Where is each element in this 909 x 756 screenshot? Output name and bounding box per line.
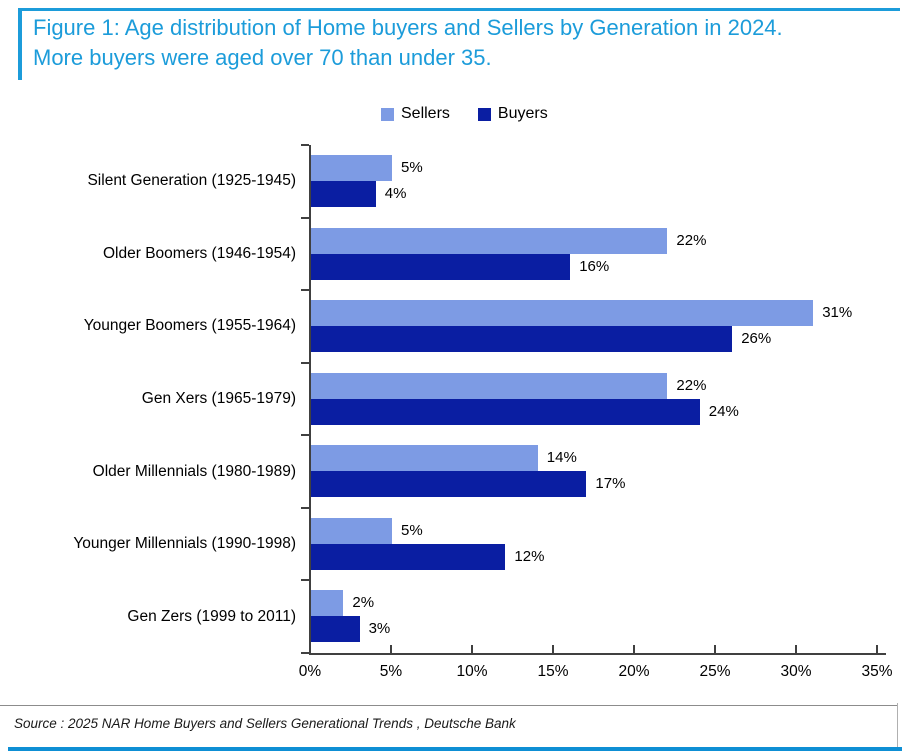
legend-swatch-sellers [381,107,394,121]
chart-legend: Sellers Buyers [381,105,548,123]
category-label: Silent Generation (1925-1945) [87,172,296,190]
sellers-bar [311,300,814,327]
category-label: Gen Xers (1965-1979) [141,390,296,407]
figure-title-line2: More buyers were aged over 70 than under… [33,45,492,70]
legend-label-buyers: Buyers [497,105,548,122]
x-axis-tick-label: 35% [861,663,893,680]
y-axis-tick [301,434,309,437]
value-label: 12% [514,547,545,565]
x-axis-tick-label: 5% [379,663,403,680]
value-label: 5% [401,159,423,176]
y-axis-tick [301,361,309,364]
category-label: Older Millennials (1980-1989) [92,462,296,480]
category-label: Older Boomers (1946-1954) [103,244,296,262]
header-left-rule [18,8,22,80]
value-label: 3% [368,620,391,638]
buyers-bar [311,471,587,498]
legend-item-sellers: Sellers [381,105,450,123]
sellers-bar [311,372,668,399]
x-axis-tick [876,645,878,653]
x-axis-line [309,653,886,655]
x-axis-tick-label: 10% [456,663,488,680]
buyers-bar [311,616,360,643]
x-axis-tick [714,645,716,653]
sellers-bar [311,445,538,472]
value-label: 4% [384,185,407,202]
y-axis-line [309,145,311,655]
buyers-bar [311,181,376,207]
value-label: 22% [676,231,707,249]
y-axis-tick [301,506,309,509]
value-label: 31% [822,304,853,322]
category-label: Younger Millennials (1990-1998) [73,535,296,553]
x-axis-tick-label: 20% [618,663,650,680]
category-label: Younger Boomers (1955-1964) [83,317,296,335]
x-axis-tick [390,645,392,653]
footer-right-border [897,703,898,747]
value-label: 22% [676,376,707,394]
x-axis-tick [471,645,473,653]
footer-divider [0,705,898,706]
x-axis-tick-label: 0% [298,663,322,680]
value-label: 16% [579,257,610,275]
x-axis-tick [795,645,797,653]
sellers-bar [311,227,668,254]
value-label: 26% [741,330,772,348]
category-label: Gen Zers (1999 to 2011) [127,607,296,625]
figure-title: Figure 1: Age distribution of Home buyer… [33,13,893,73]
x-axis-tick [633,645,635,653]
header-top-rule [18,8,900,11]
x-axis-tick [552,645,554,653]
y-axis-tick [301,652,309,654]
legend-label-sellers: Sellers [401,105,450,122]
x-axis-tick [309,645,311,653]
value-label: 24% [708,402,739,420]
source-note: Source : 2025 NAR Home Buyers and Seller… [14,716,516,731]
sellers-bar [311,517,392,544]
y-axis-tick [301,144,309,146]
buyers-bar [311,543,506,570]
x-axis-tick-label: 15% [537,663,569,680]
value-label: 14% [546,449,577,467]
buyers-bar [311,326,733,353]
value-label: 17% [595,475,626,493]
x-axis-tick-label: 30% [780,663,812,680]
buyers-bar [311,253,571,280]
y-axis-tick [301,289,309,292]
sellers-bar [311,155,392,181]
legend-item-buyers: Buyers [477,105,548,123]
y-axis-tick [301,216,309,219]
sellers-bar [311,590,344,617]
x-axis-tick-label: 25% [699,663,731,680]
figure-title-line1: Figure 1: Age distribution of Home buyer… [33,15,783,40]
value-label: 2% [352,594,375,612]
footer-bottom-rule [8,747,902,751]
y-axis-tick [301,579,309,582]
legend-swatch-buyers [477,107,491,121]
buyers-bar [311,398,700,425]
value-label: 5% [401,521,423,539]
